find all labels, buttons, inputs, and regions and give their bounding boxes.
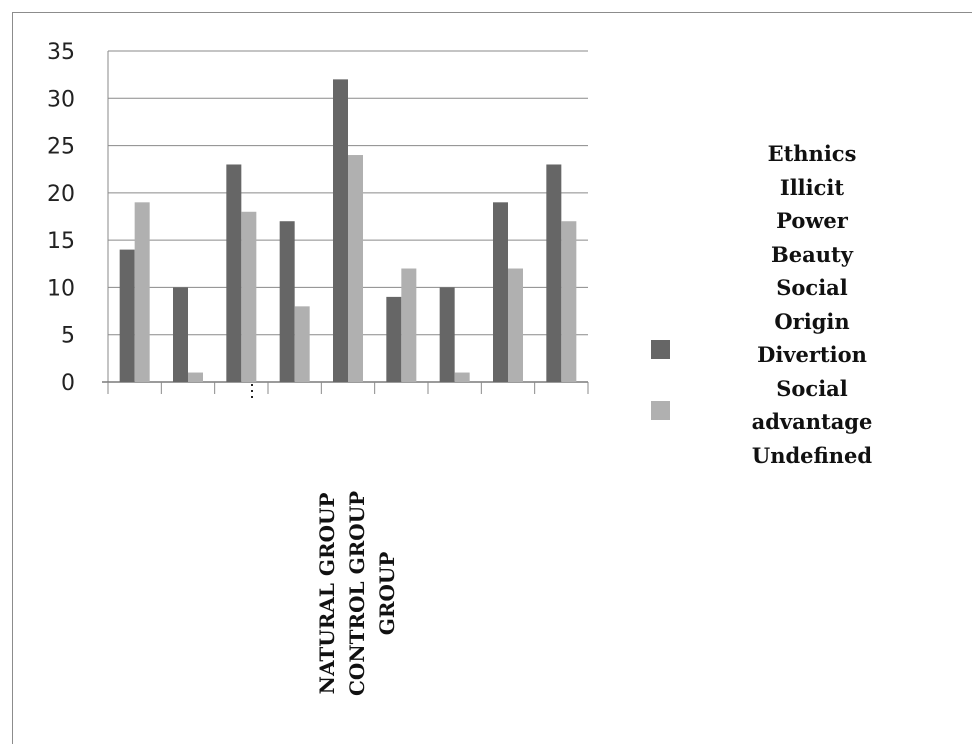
bar [226,164,242,382]
bar [439,287,455,382]
legend-label: advantage [751,409,873,434]
y-tick-label: 15 [47,229,75,254]
y-tick-label: 0 [61,371,75,396]
y-tick-label: 30 [47,87,75,112]
bar [546,164,562,382]
bar [119,249,135,382]
bar [241,211,257,382]
bar [134,202,150,382]
bar [454,372,470,382]
x-axis-title-line: CONTROL GROUP [345,490,369,696]
y-tick-label: 35 [47,40,75,65]
bar [401,268,417,382]
x-axis-title: NATURAL GROUP CONTROL GROUP GROUP [312,491,402,696]
chart-frame [12,12,972,744]
bar [188,372,203,382]
bar [333,79,348,382]
x-axis-title-line: NATURAL GROUP [315,492,339,695]
legend-label: Origin [774,308,850,334]
bar [279,221,295,382]
y-tick-label: 20 [47,182,75,207]
bar [386,296,402,382]
legend-label: Social [776,375,848,401]
x-axis-title-line: GROUP [375,551,399,636]
bar [173,287,188,382]
legend-label: Divertion [757,342,867,367]
legend-label: Power [776,208,848,233]
legend-label: Undefined [751,442,873,468]
legend-swatch-series-1 [651,340,670,359]
y-tick-label: 10 [47,276,75,301]
legend-swatch-series-2 [651,401,670,420]
y-tick-label: 25 [47,135,75,160]
bar [493,202,508,382]
bar [348,155,363,382]
legend-label: Social [776,275,848,300]
y-tick-label: 5 [61,324,75,349]
legend-label: Illicit [779,174,845,200]
bar [294,306,310,382]
bar [508,268,523,382]
bar [561,221,577,382]
legend-label: Ethnics [767,141,857,166]
legend-label: Beauty [771,241,853,267]
legend-labels: Ethnics Illicit Power Beauty Social Orig… [712,137,912,472]
